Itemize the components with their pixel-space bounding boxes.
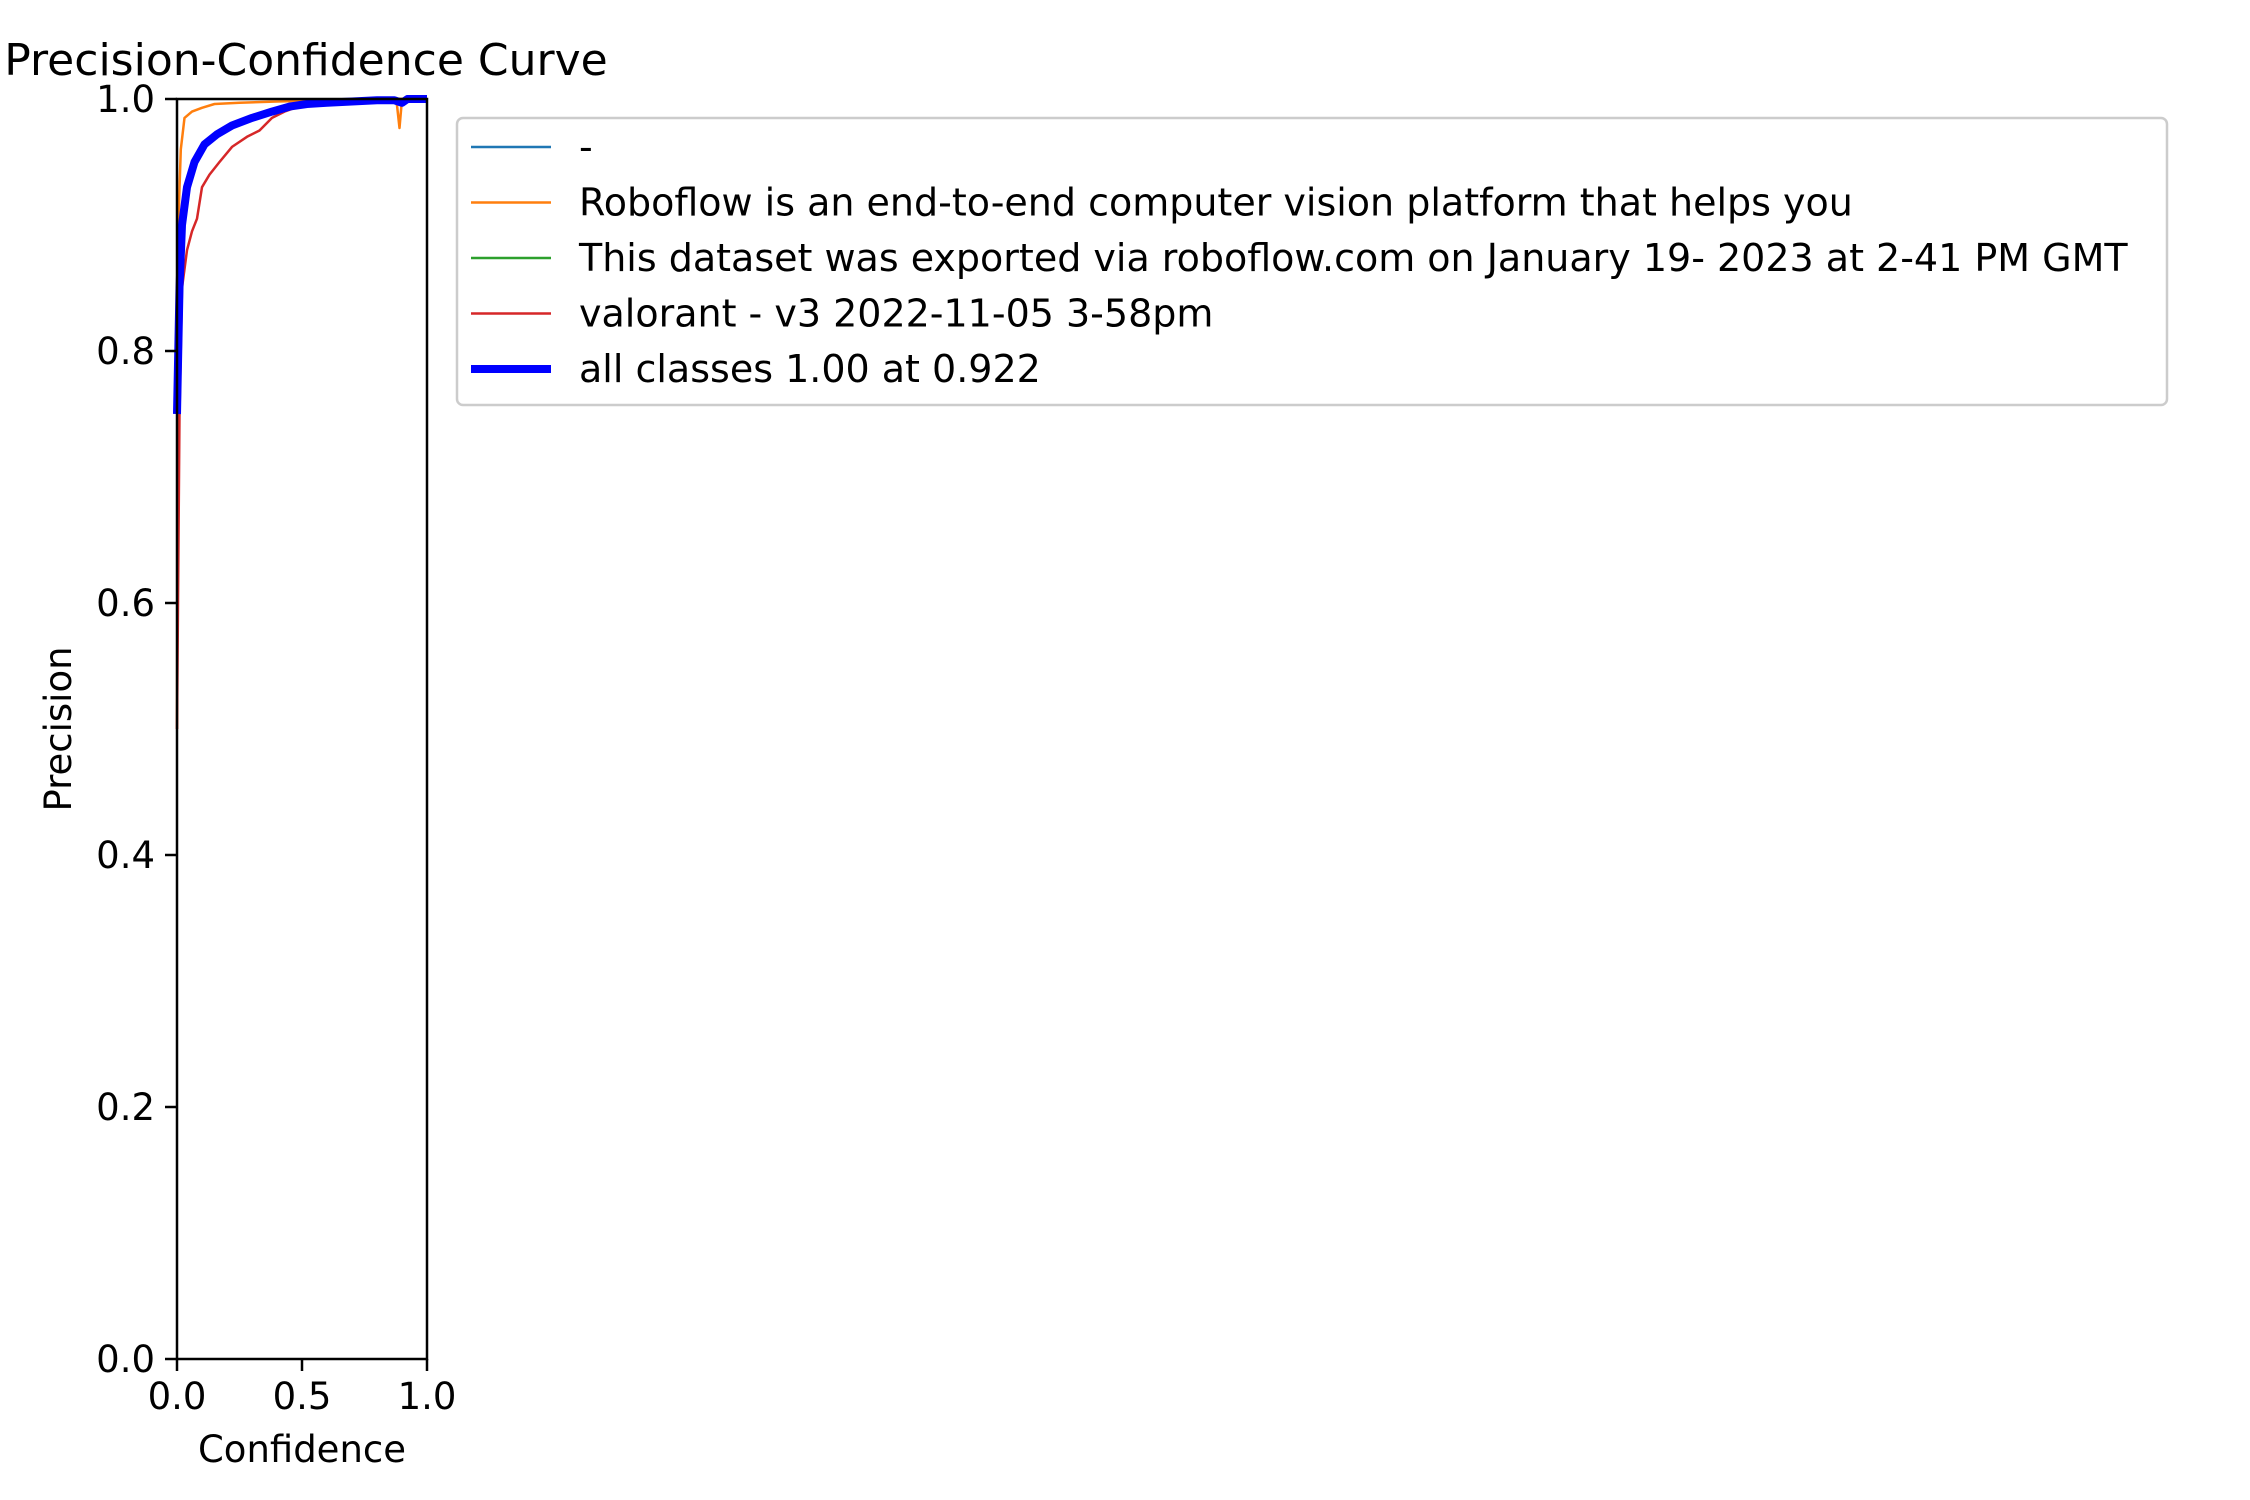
chart-title: Precision-Confidence Curve [4,35,607,86]
legend-label-1: Roboflow is an end-to-end computer visio… [579,181,1853,225]
y-tick-label: 1.0 [96,78,155,121]
ticks-layer: 0.0 0.5 1.0 0.0 0.2 0.4 0.6 0.8 1.0 [96,78,456,1418]
series-layer [173,95,427,730]
x-axis-label: Confidence [198,1428,406,1471]
legend-label-2: This dataset was exported via roboflow.c… [578,236,2128,280]
y-tick-label: 0.6 [96,582,155,625]
axes-frame [175,97,429,1361]
legend-frame [455,116,2169,407]
legend-label-4: all classes 1.00 at 0.922 [579,347,1041,391]
legend-items: - Roboflow is an end-to-end computer visi… [471,125,2128,391]
legend-label-0: - [579,125,593,169]
y-tick-label: 0.8 [96,330,155,373]
y-tick-label: 0.2 [96,1086,155,1129]
series-line-1 [175,97,427,730]
y-tick-label: 0.4 [96,834,155,877]
y-axis-label: Precision [37,646,80,811]
y-tick-label: 0.0 [96,1338,155,1381]
legend: - Roboflow is an end-to-end computer visi… [455,116,2169,407]
series-line-3 [175,97,427,730]
x-tick-label: 1.0 [398,1375,457,1418]
series-line-4 [173,95,427,415]
x-tick-label: 0.0 [148,1375,207,1418]
x-tick-label: 0.5 [273,1375,332,1418]
legend-label-3: valorant - v3 2022-11-05 3-58pm [579,292,1213,336]
